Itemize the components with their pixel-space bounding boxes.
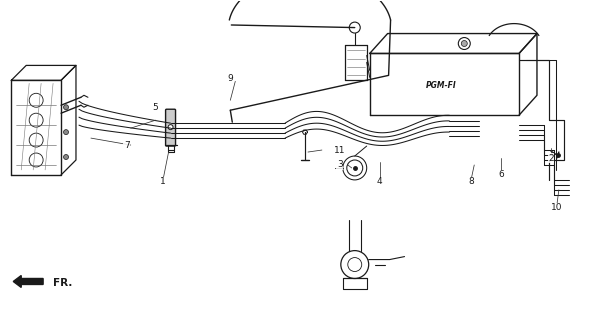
Text: 2: 2 bbox=[548, 154, 554, 163]
Text: 7: 7 bbox=[124, 140, 130, 149]
Text: 6: 6 bbox=[498, 171, 504, 180]
Text: 4: 4 bbox=[377, 177, 382, 187]
Circle shape bbox=[64, 130, 68, 135]
Circle shape bbox=[461, 41, 467, 46]
Text: 1: 1 bbox=[160, 177, 166, 187]
FancyArrow shape bbox=[13, 276, 43, 287]
Text: FR.: FR. bbox=[53, 278, 73, 288]
Text: 9: 9 bbox=[227, 74, 233, 83]
Circle shape bbox=[64, 105, 68, 110]
FancyBboxPatch shape bbox=[166, 109, 176, 146]
Text: 10: 10 bbox=[551, 203, 563, 212]
Text: 3: 3 bbox=[337, 160, 343, 170]
Text: PGM-FI: PGM-FI bbox=[426, 81, 457, 90]
Text: 5: 5 bbox=[153, 103, 158, 112]
Circle shape bbox=[64, 155, 68, 159]
Text: 8: 8 bbox=[469, 177, 474, 187]
Circle shape bbox=[168, 125, 173, 130]
Text: 11: 11 bbox=[334, 146, 346, 155]
